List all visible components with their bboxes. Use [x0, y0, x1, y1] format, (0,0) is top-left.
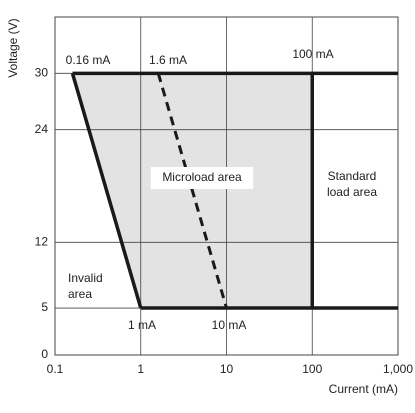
- annotation: load area: [327, 185, 377, 199]
- annotation: 1 mA: [128, 318, 156, 332]
- y-tick-label: 30: [35, 66, 49, 80]
- annotation: Microload area: [162, 170, 242, 184]
- label-background: [317, 166, 387, 204]
- annotation: 10 mA: [212, 318, 247, 332]
- y-tick-label: 24: [35, 122, 49, 136]
- y-tick-label: 0: [41, 347, 48, 361]
- dashed-boundary: [156, 72, 228, 309]
- y-tick-label: 12: [35, 235, 49, 249]
- x-tick-label: 100: [302, 362, 322, 376]
- plot-frame: [54, 16, 399, 356]
- label-background: [150, 167, 254, 189]
- x-tick-label: 1,000: [383, 362, 413, 376]
- x-tick-label: 0.1: [47, 362, 64, 376]
- x-tick-label: 1: [137, 362, 144, 376]
- annotation: Standard: [328, 169, 377, 183]
- boundary-line: [70, 72, 143, 309]
- y-axis-label: Voltage (V): [6, 18, 20, 77]
- annotation: 100 mA: [292, 47, 333, 61]
- annotation: 1.6 mA: [149, 53, 187, 67]
- annotation: area: [68, 287, 92, 301]
- y-tick-label: 5: [41, 300, 48, 314]
- annotation: Invalid: [68, 271, 103, 285]
- x-axis-label: Current (mA): [329, 382, 398, 396]
- x-tick-label: 10: [220, 362, 234, 376]
- annotation: 0.16 mA: [66, 53, 111, 67]
